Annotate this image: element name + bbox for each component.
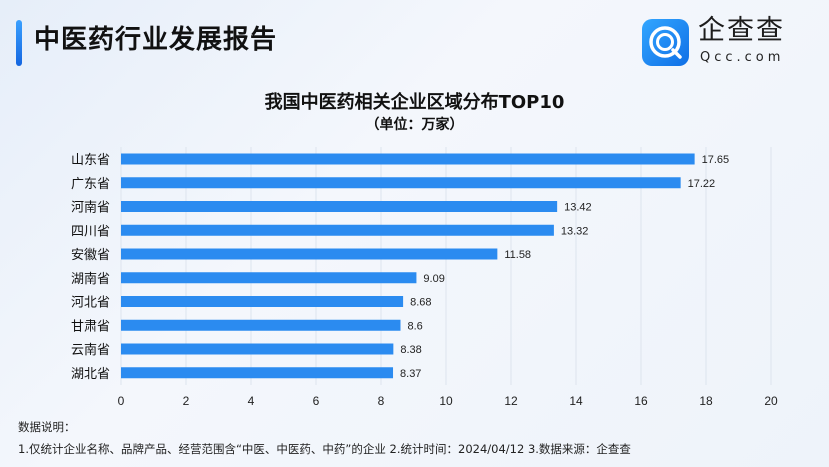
data-label: 8.37: [400, 368, 421, 380]
data-label: 13.42: [564, 202, 592, 214]
bar: [121, 224, 554, 236]
x-tick-label: 18: [699, 394, 713, 408]
bar: [121, 343, 394, 355]
x-tick-label: 4: [248, 394, 255, 408]
y-category-label: 云南省: [71, 342, 110, 358]
x-tick-label: 16: [634, 394, 648, 408]
y-category-label: 广东省: [71, 177, 110, 192]
y-category-label: 四川省: [71, 224, 110, 239]
y-category-label: 甘肃省: [71, 319, 110, 334]
bar: [121, 153, 695, 165]
x-tick-label: 12: [504, 394, 518, 408]
notes-heading: 数据说明：: [18, 420, 76, 434]
notes-text: 1.仅统计企业名称、品牌产品、经营范围含“中医、中医药、中药”的企业 2.统计时…: [18, 442, 631, 456]
brand-domain: Qcc.com: [700, 50, 785, 65]
data-label: 13.32: [561, 225, 589, 237]
x-tick-label: 0: [118, 394, 125, 408]
x-tick-label: 8: [378, 394, 385, 408]
brand-name: 企查查: [698, 15, 785, 46]
x-tick-label: 2: [183, 394, 190, 408]
data-label: 11.58: [504, 249, 531, 261]
y-category-label: 湖南省: [71, 271, 110, 287]
data-label: 17.65: [702, 154, 730, 166]
data-label: 17.22: [688, 178, 716, 190]
page-title: 中医药行业发展报告: [34, 25, 278, 55]
y-category-label: 湖北省: [71, 367, 110, 382]
data-label: 8.68: [410, 297, 431, 309]
chart-subtitle: （单位：万家）: [365, 117, 464, 133]
bar: [121, 296, 404, 307]
bar: [121, 319, 401, 331]
y-category-label: 山东省: [71, 153, 110, 168]
x-tick-label: 14: [569, 394, 583, 408]
x-tick-label: 10: [439, 394, 453, 408]
data-label: 9.09: [423, 273, 444, 285]
title-accent-bar: [16, 20, 22, 66]
qcc-logo-icon: [642, 19, 689, 66]
x-tick-label: 6: [313, 394, 320, 408]
x-tick-label: 20: [764, 394, 778, 408]
y-category-label: 河北省: [71, 296, 110, 311]
data-label: 8.6: [408, 320, 423, 332]
bar: [121, 248, 498, 260]
chart-title: 我国中医药相关企业区域分布TOP10: [264, 92, 565, 113]
bar: [121, 367, 394, 379]
bar: [121, 201, 558, 212]
y-category-label: 河南省: [71, 200, 110, 216]
y-category-label: 安徽省: [71, 248, 110, 263]
bar: [121, 177, 681, 189]
data-label: 8.38: [400, 344, 421, 356]
bar: [121, 272, 417, 284]
